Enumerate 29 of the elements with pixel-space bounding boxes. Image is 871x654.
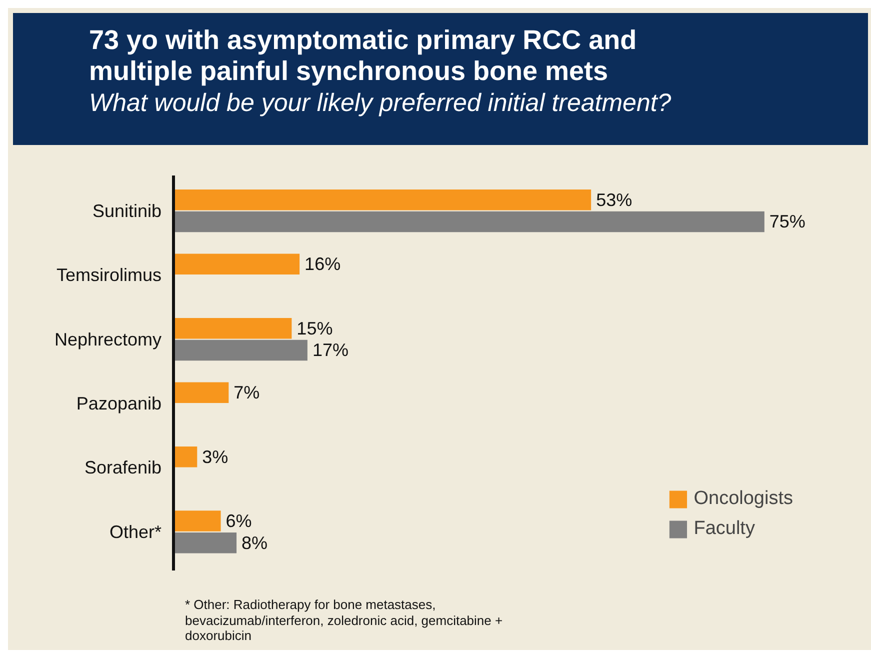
data-label: 7% — [234, 382, 260, 403]
data-label: 75% — [769, 212, 806, 232]
bar — [174, 510, 221, 532]
y-tick-label: Sunitinib — [92, 200, 162, 221]
data-label: 3% — [202, 446, 228, 467]
legend-label: Oncologists — [694, 488, 793, 510]
bar — [174, 318, 292, 339]
text: * Other: Radiotherapy for bone metastases, bevacizumab/interferon, zoledronic acid, gemcitabine + doxorubicin — [185, 597, 504, 644]
y-tick-label: Pazopanib — [76, 394, 162, 414]
bar — [174, 254, 300, 275]
y-tick-label: Other* — [109, 522, 162, 542]
bar — [174, 211, 764, 232]
y-tick-label: Temsirolimus — [56, 265, 162, 286]
data-label: 16% — [304, 254, 341, 274]
data-label: 8% — [242, 532, 268, 553]
legend-label: Faculty — [694, 518, 755, 540]
bar — [174, 190, 592, 210]
chart-title: 73 yo with asymptomatic primary RCC and multiple painful synchronous bone mets — [89, 25, 637, 86]
y-tick-label: Sorafenib — [84, 458, 162, 478]
data-label: 53% — [596, 190, 632, 210]
chart-subtitle: What would be your likely preferred initial treatment? — [89, 89, 672, 118]
bar — [174, 446, 198, 468]
data-label: 15% — [296, 318, 333, 338]
bar — [174, 532, 237, 554]
bar — [174, 382, 229, 403]
y-tick-label: Nephrectomy — [54, 329, 162, 350]
bar — [174, 340, 308, 361]
data-label: 17% — [312, 340, 348, 360]
data-label: 6% — [226, 511, 252, 532]
